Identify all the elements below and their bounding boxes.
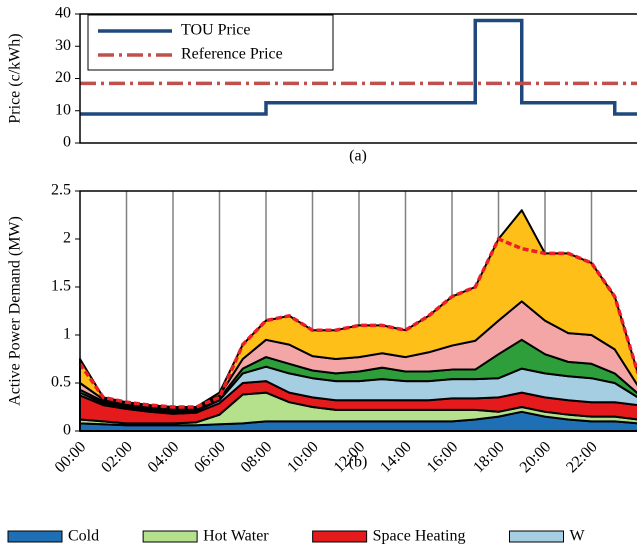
y-tick-label: 20	[55, 69, 71, 86]
y-tick-label: 40	[55, 5, 71, 22]
y-tick-label: 2	[63, 230, 71, 247]
legend-label: Hot Water	[203, 528, 269, 545]
x-tick-label: 10:00	[284, 438, 322, 476]
legend-box	[87, 14, 334, 71]
legend: TOU Price Reference Price	[87, 14, 334, 71]
y-tick-label: 1	[63, 326, 71, 343]
legend-label: Space Heating	[373, 528, 466, 545]
legend-label: Cold	[68, 528, 99, 545]
panel-caption: (b)	[349, 454, 368, 471]
plot-content	[78, 209, 637, 432]
price-line	[80, 18, 637, 116]
plot-border	[79, 190, 637, 432]
x-tick-label: 22:00	[563, 438, 601, 476]
x-tick-label: 16:00	[424, 438, 462, 476]
x-tick-label: 02:00	[98, 438, 136, 476]
x-tick-label: 18:00	[470, 438, 508, 476]
plot-border	[79, 13, 637, 144]
y-tick-label: 0	[63, 422, 71, 439]
y-tick-label: 2.5	[51, 182, 71, 199]
legend-swatch	[142, 530, 198, 543]
legend-swatch	[7, 530, 63, 543]
y-axis-label: Active Power Demand (MW)	[7, 216, 24, 406]
overlay-line	[78, 236, 637, 409]
x-tick-label: 00:00	[52, 438, 90, 476]
y-tick-label: 10	[55, 101, 71, 118]
legend-swatch	[509, 530, 564, 543]
y-tick-label: 0.5	[51, 374, 71, 391]
legend-label: W	[570, 528, 586, 545]
legend-swatch	[312, 530, 368, 543]
x-tick-label: 06:00	[191, 438, 229, 476]
x-tick-label: 14:00	[377, 438, 415, 476]
panel-caption: (a)	[349, 148, 367, 165]
y-tick-label: 0	[63, 134, 71, 151]
legend-label: Reference Price	[181, 46, 283, 63]
area	[79, 209, 637, 409]
y-tick-label: 30	[55, 37, 71, 54]
x-tick-label: 04:00	[145, 438, 183, 476]
x-tick-label: 20:00	[517, 438, 555, 476]
y-tick-label: 1.5	[51, 278, 71, 295]
legend-label: TOU Price	[181, 22, 250, 39]
x-tick-label: 08:00	[238, 438, 276, 476]
plot-content	[80, 18, 637, 116]
y-axis-label: Price (c/kWh)	[7, 33, 24, 123]
